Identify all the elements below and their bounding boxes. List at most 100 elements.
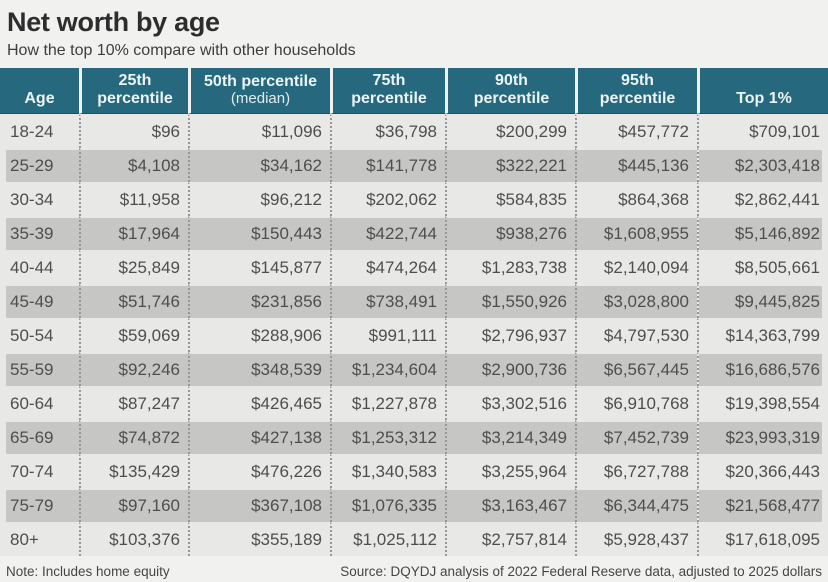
value-cell: $96 <box>79 114 188 149</box>
value-cell: $21,568,477 <box>697 488 828 523</box>
footer-note: Note: Includes home equity <box>6 564 170 580</box>
table-row: 18-24 $96 $11,096 $36,798 $200,299 $457,772 $7… <box>0 114 828 149</box>
value-cell: $3,255,964 <box>445 454 575 489</box>
value-cell: $25,849 <box>79 250 188 285</box>
value-cell: $1,253,312 <box>330 420 445 455</box>
value-cell: $141,778 <box>330 148 445 183</box>
age-cell: 35-39 <box>0 216 79 251</box>
value-cell: $474,264 <box>330 250 445 285</box>
value-cell: $17,618,095 <box>697 522 828 557</box>
value-cell: $427,138 <box>188 420 330 455</box>
page-title: Net worth by age <box>7 7 220 37</box>
value-cell: $150,443 <box>188 216 330 251</box>
table-row: 40-44 $25,849 $145,877 $474,264 $1,283,738 $2… <box>0 250 828 285</box>
value-cell: $991,111 <box>330 318 445 353</box>
value-cell: $3,214,349 <box>445 420 575 455</box>
header-row: Age 25th percentile 50th percentile (median)… <box>0 68 828 115</box>
value-cell: $2,140,094 <box>575 250 697 285</box>
value-cell: $322,221 <box>445 148 575 183</box>
value-cell: $231,856 <box>188 284 330 319</box>
column-header: 25th percentile <box>79 68 188 115</box>
value-cell: $14,363,799 <box>697 318 828 353</box>
value-cell: $445,136 <box>575 148 697 183</box>
value-cell: $4,797,530 <box>575 318 697 353</box>
table-footer: Note: Includes home equity Source: DQYDJ… <box>0 556 828 579</box>
value-cell: $2,757,814 <box>445 522 575 557</box>
value-cell: $17,964 <box>79 216 188 251</box>
table-row: 50-54 $59,069 $288,906 $991,111 $2,796,937 $4… <box>0 318 828 353</box>
value-cell: $288,906 <box>188 318 330 353</box>
value-cell: $103,376 <box>79 522 188 557</box>
table-row: 55-59 $92,246 $348,539 $1,234,604 $2,900,736… <box>0 352 828 387</box>
column-header: 50th percentile (median) <box>188 68 330 115</box>
value-cell: $1,608,955 <box>575 216 697 251</box>
value-cell: $367,108 <box>188 488 330 523</box>
value-cell: $348,539 <box>188 352 330 387</box>
value-cell: $7,452,739 <box>575 420 697 455</box>
column-header: Age <box>0 68 79 115</box>
value-cell: $584,835 <box>445 182 575 217</box>
value-cell: $1,025,112 <box>330 522 445 557</box>
table-row: 75-79 $97,160 $367,108 $1,076,335 $3,163,467… <box>0 488 828 523</box>
column-header: 90th percentile <box>445 68 575 115</box>
value-cell: $1,227,878 <box>330 386 445 421</box>
value-cell: $97,160 <box>79 488 188 523</box>
value-cell: $202,062 <box>330 182 445 217</box>
value-cell: $6,567,445 <box>575 352 697 387</box>
value-cell: $19,398,554 <box>697 386 828 421</box>
value-cell: $738,491 <box>330 284 445 319</box>
value-cell: $16,686,576 <box>697 352 828 387</box>
value-cell: $1,340,583 <box>330 454 445 489</box>
value-cell: $864,368 <box>575 182 697 217</box>
age-cell: 75-79 <box>0 488 79 523</box>
value-cell: $145,877 <box>188 250 330 285</box>
value-cell: $200,299 <box>445 114 575 149</box>
age-cell: 60-64 <box>0 386 79 421</box>
table-row: 35-39 $17,964 $150,443 $422,744 $938,276 $1,6… <box>0 216 828 251</box>
value-cell: $2,900,736 <box>445 352 575 387</box>
age-cell: 50-54 <box>0 318 79 353</box>
value-cell: $457,772 <box>575 114 697 149</box>
column-header: 95th percentile <box>575 68 697 115</box>
value-cell: $5,928,437 <box>575 522 697 557</box>
value-cell: $6,727,788 <box>575 454 697 489</box>
table-header: Age 25th percentile 50th percentile (median)… <box>0 68 828 115</box>
value-cell: $92,246 <box>79 352 188 387</box>
value-cell: $355,189 <box>188 522 330 557</box>
table-row: 60-64 $87,247 $426,465 $1,227,878 $3,302,516… <box>0 386 828 421</box>
table-row: 25-29 $4,108 $34,162 $141,778 $322,221 $445,1… <box>0 148 828 183</box>
value-cell: $59,069 <box>79 318 188 353</box>
value-cell: $96,212 <box>188 182 330 217</box>
column-header: Top 1% <box>697 68 828 115</box>
value-cell: $23,993,319 <box>697 420 828 455</box>
value-cell: $74,872 <box>79 420 188 455</box>
value-cell: $1,234,604 <box>330 352 445 387</box>
table-row: 30-34 $11,958 $96,212 $202,062 $584,835 $864,… <box>0 182 828 217</box>
value-cell: $476,226 <box>188 454 330 489</box>
table-row: 65-69 $74,872 $427,138 $1,253,312 $3,214,349… <box>0 420 828 455</box>
value-cell: $709,101 <box>697 114 828 149</box>
value-cell: $3,028,800 <box>575 284 697 319</box>
table-row: 45-49 $51,746 $231,856 $738,491 $1,550,926 $3… <box>0 284 828 319</box>
page-subtitle: How the top 10% compare with other house… <box>7 42 356 60</box>
value-cell: $3,302,516 <box>445 386 575 421</box>
table-row: 70-74 $135,429 $476,226 $1,340,583 $3,255,96… <box>0 454 828 489</box>
table-row: 80+ $103,376 $355,189 $1,025,112 $2,757,814 $… <box>0 522 828 557</box>
value-cell: $20,366,443 <box>697 454 828 489</box>
value-cell: $4,108 <box>79 148 188 183</box>
age-cell: 55-59 <box>0 352 79 387</box>
value-cell: $34,162 <box>188 148 330 183</box>
value-cell: $2,862,441 <box>697 182 828 217</box>
column-header: 75th percentile <box>330 68 445 115</box>
age-cell: 18-24 <box>0 114 79 149</box>
age-cell: 30-34 <box>0 182 79 217</box>
value-cell: $1,076,335 <box>330 488 445 523</box>
age-cell: 40-44 <box>0 250 79 285</box>
value-cell: $1,283,738 <box>445 250 575 285</box>
net-worth-table: Age 25th percentile 50th percentile (median)… <box>0 68 828 557</box>
value-cell: $2,303,418 <box>697 148 828 183</box>
value-cell: $2,796,937 <box>445 318 575 353</box>
value-cell: $11,096 <box>188 114 330 149</box>
value-cell: $6,910,768 <box>575 386 697 421</box>
